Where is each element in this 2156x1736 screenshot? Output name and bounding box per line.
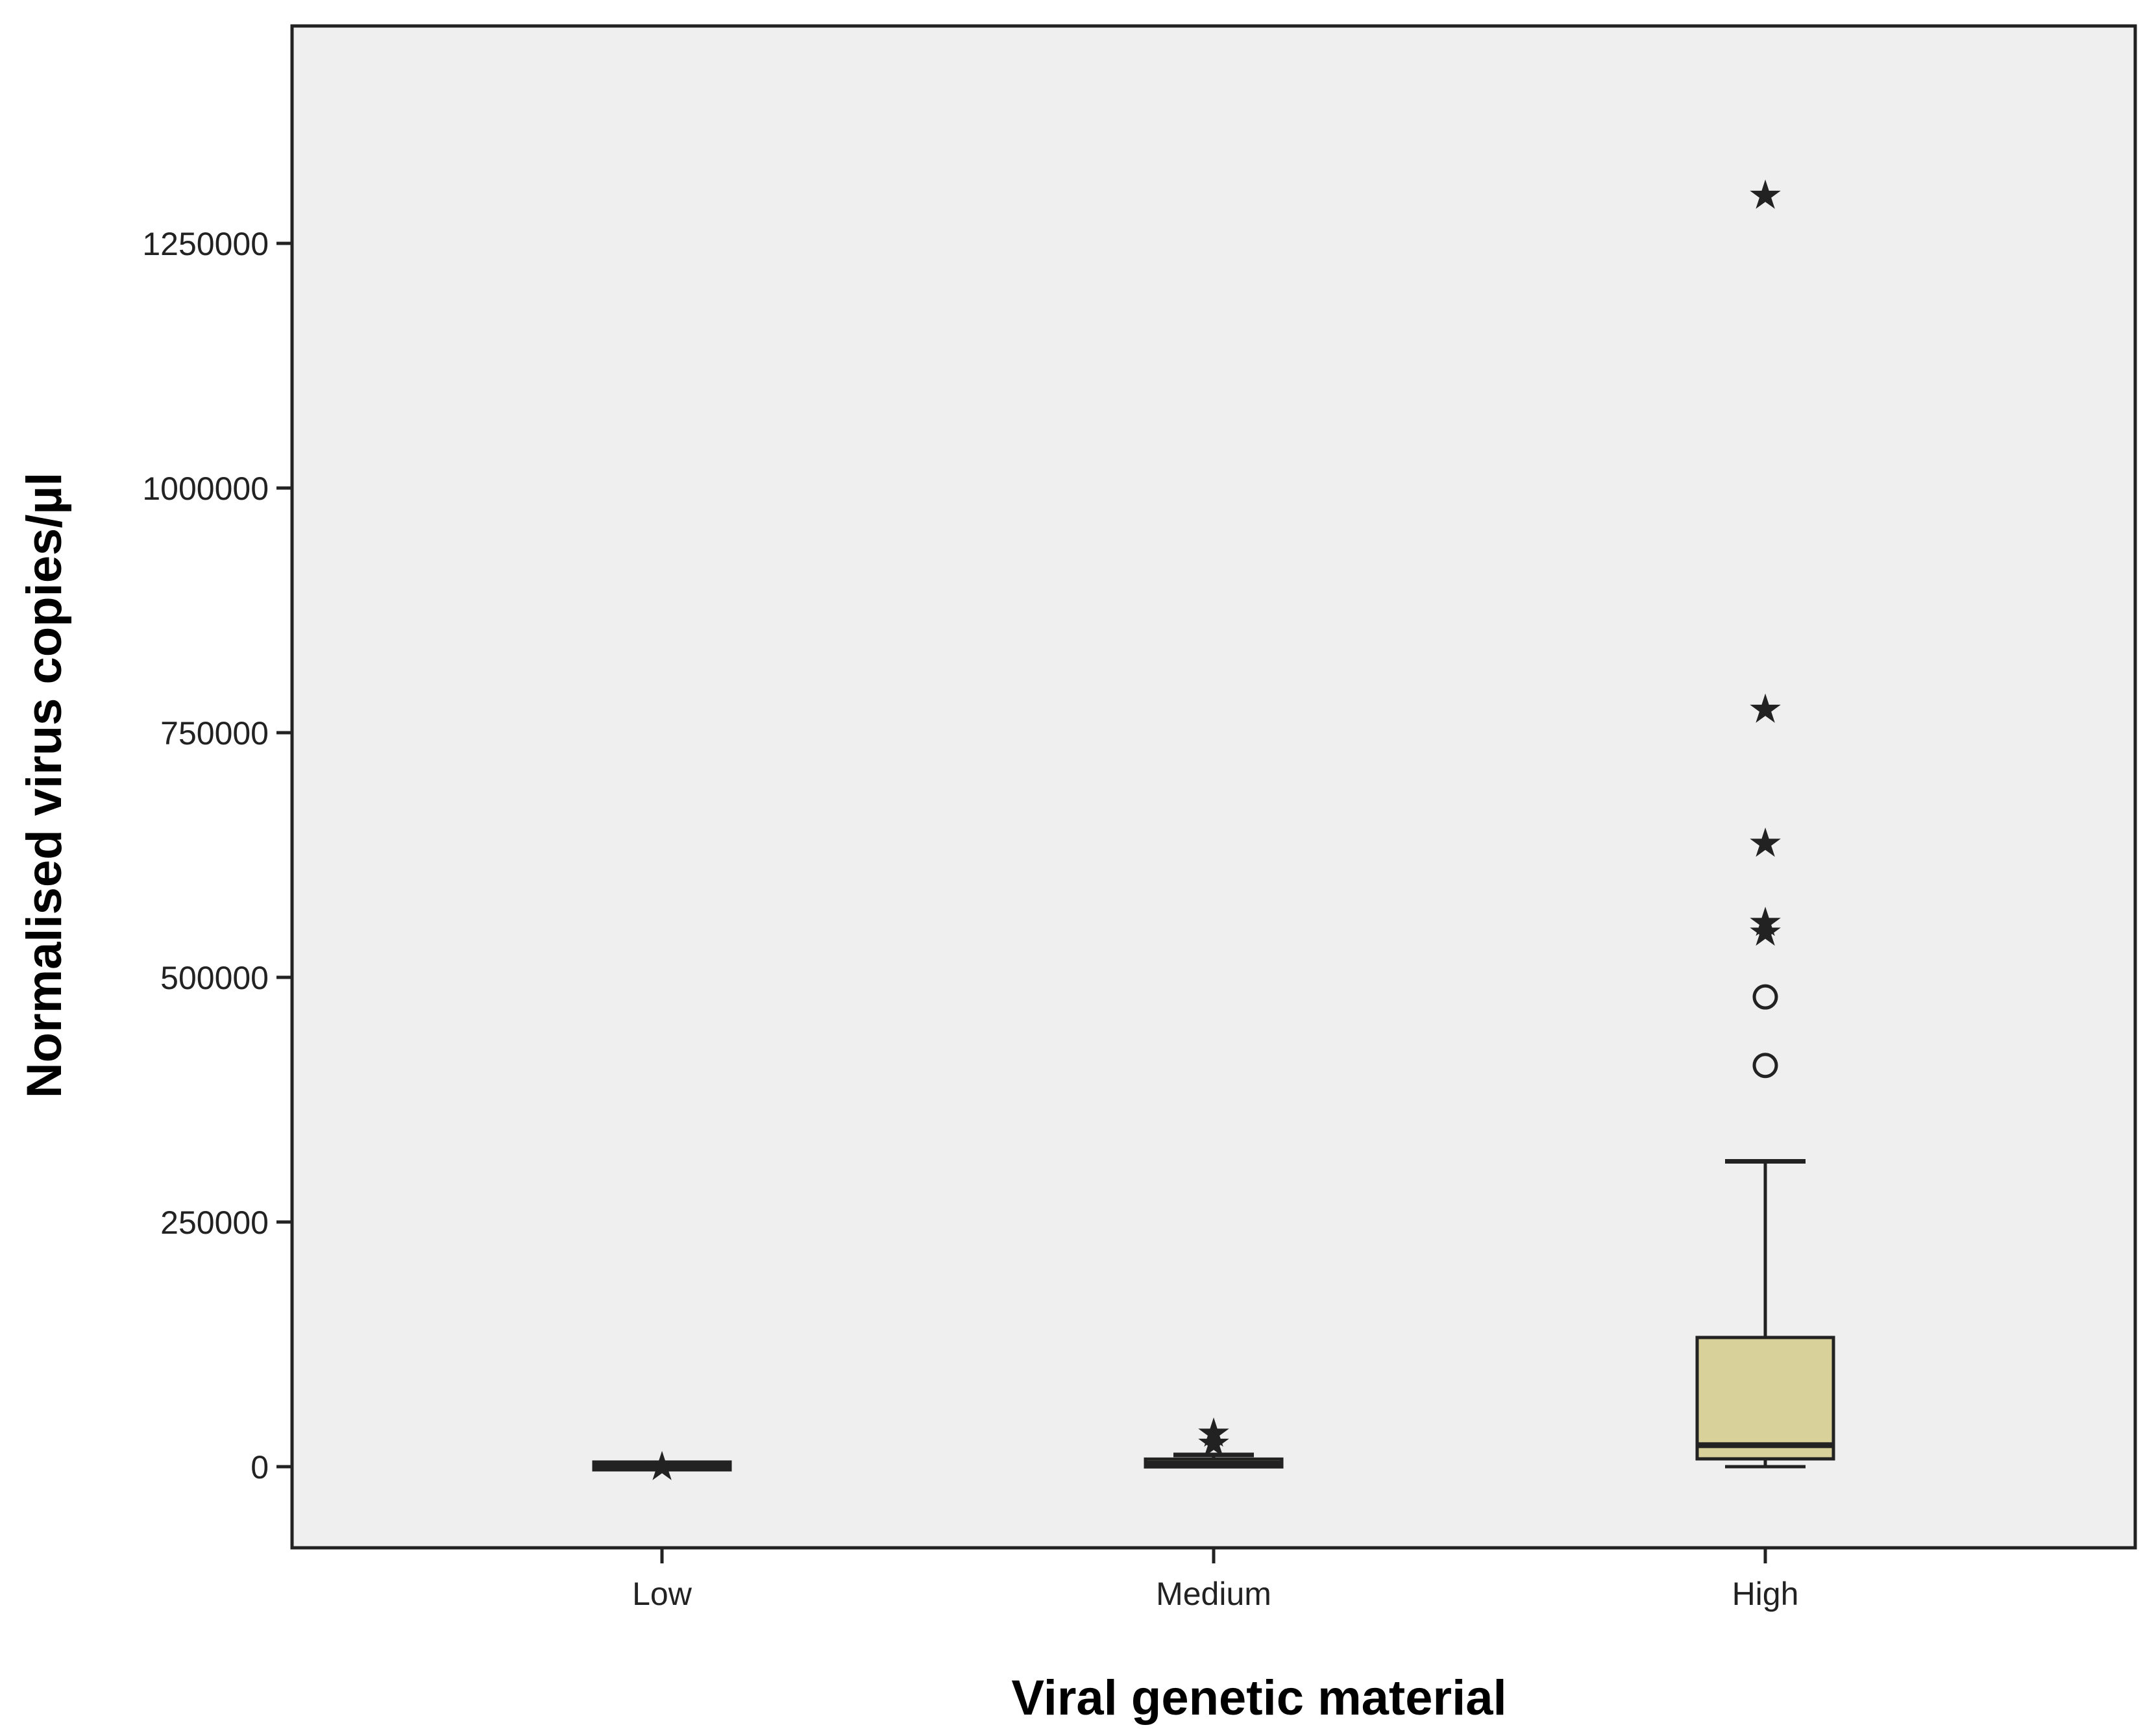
plot-area-background [290, 24, 2137, 1550]
outlier-star: ★ [1195, 1409, 1232, 1456]
y-tick-label: 500000 [160, 960, 269, 996]
box-low: ★ [592, 1442, 732, 1489]
y-tick-label: 1250000 [142, 226, 269, 262]
y-tick-label: 0 [251, 1449, 269, 1485]
y-tick-label: 1000000 [142, 471, 269, 507]
outlier-star: ★ [644, 1442, 680, 1489]
outlier-star: ★ [1747, 819, 1783, 866]
outlier-star: ★ [1747, 908, 1783, 955]
x-tick-label: Medium [1156, 1576, 1271, 1612]
outlier-circle [1752, 1053, 1778, 1079]
outlier-circle [1752, 984, 1778, 1010]
box-medium: ★★ [1144, 1409, 1284, 1469]
x-axis-title: Viral genetic material [1011, 1670, 1506, 1726]
y-tick-label: 250000 [160, 1204, 269, 1241]
x-axis: Low Medium High [632, 1548, 1798, 1612]
outlier-star: ★ [1195, 1419, 1232, 1466]
box-high: ★★★★★ [1695, 171, 1835, 1469]
x-tick-label: Low [632, 1576, 692, 1612]
y-axis: 0 250000 500000 750000 1000000 1250000 [142, 226, 292, 1485]
boxes-group: ★★★★★★★★ [592, 171, 1835, 1489]
outlier-star: ★ [1747, 898, 1783, 946]
outlier-star: ★ [1747, 171, 1783, 219]
box-body [1695, 1336, 1835, 1461]
x-tick-label: High [1732, 1576, 1799, 1612]
y-axis-title: Normalised virus copies/µl [17, 472, 72, 1099]
outlier-star: ★ [1747, 685, 1783, 732]
y-tick-label: 750000 [160, 715, 269, 752]
